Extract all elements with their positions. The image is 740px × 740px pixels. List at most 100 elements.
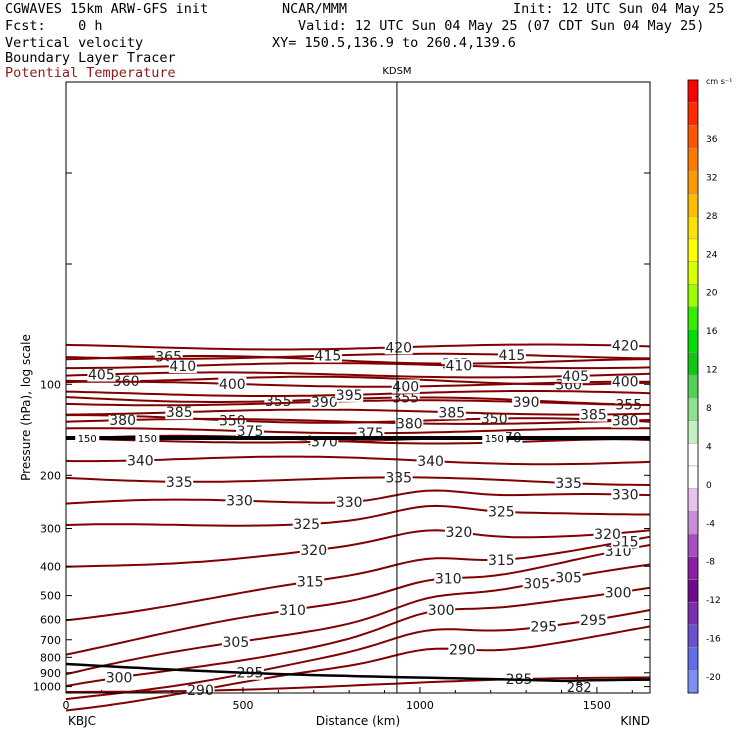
model-title: CGWAVES 15km ARW-GFS init: [5, 1, 209, 17]
colorbar-tick-label: 32: [706, 173, 717, 183]
isentrope-label-380: 380: [109, 413, 136, 429]
isentrope-label-bg: [554, 570, 583, 585]
isentrope-label-bg: [480, 411, 509, 426]
right-endpoint-label: KIND: [620, 714, 650, 728]
y-tick-label: 800: [40, 651, 61, 664]
colorbar-swatch: [687, 601, 699, 626]
isentrope-label-310: 310: [279, 603, 306, 619]
isentrope-label-305: 305: [555, 570, 582, 586]
colorbar-tick-label: -4: [706, 519, 715, 529]
colorbar-tick-label: 24: [706, 250, 718, 260]
isentrope-305: [65, 563, 651, 676]
colorbar-swatch: [687, 352, 699, 376]
valid-time: Valid: 12 UTC Sun 04 May 25 (07 CDT Sun …: [298, 18, 705, 34]
y-tick-label: 200: [40, 469, 61, 482]
isentrope-label-385: 385: [580, 408, 607, 424]
isentrope-label-295: 295: [530, 620, 557, 636]
isentrope-label-bg: [604, 585, 633, 600]
colorbar-swatch: [687, 647, 699, 671]
colorbar-unit: cm s⁻¹: [706, 77, 732, 86]
colorbar-tick-label: 28: [706, 212, 718, 222]
isentrope-label-bg: [427, 603, 456, 618]
colorbar-swatch: [687, 488, 699, 512]
isentrope-label-bg: [487, 552, 516, 567]
tracer-label-bg: [75, 432, 100, 444]
isentrope-360: [65, 375, 651, 386]
isentrope-label-395: 395: [336, 388, 363, 404]
isentrope-label-325: 325: [488, 505, 515, 521]
colorbar-swatch: [687, 420, 699, 444]
x-tick-label: 500: [232, 699, 253, 712]
colorbar-swatch: [687, 284, 699, 308]
cross-section-coords: XY= 150.5,136.9 to 260.4,139.6: [272, 35, 516, 51]
isentrope-label-bg: [554, 476, 583, 491]
isentrope-label-bg: [165, 405, 194, 420]
isentrope-385: [65, 408, 651, 416]
isentrope-label-bg: [437, 405, 466, 420]
tracer-label-bg: [135, 432, 160, 444]
isentrope-label-bg: [522, 576, 551, 591]
isentrope-label-380: 380: [396, 416, 423, 432]
colorbar-swatch: [687, 397, 699, 421]
isentrope-label-340: 340: [127, 453, 154, 469]
isentrope-label-bg: [126, 453, 155, 468]
x-tick-label: 1500: [583, 699, 611, 712]
isentrope-label-400: 400: [612, 375, 639, 391]
isentrope-405: [65, 371, 651, 379]
isentrope-label-bg: [278, 602, 307, 617]
isentrope-label-415: 415: [499, 348, 526, 364]
isentrope-label-bg: [384, 340, 413, 355]
isentrope-label-330: 330: [226, 494, 253, 510]
isentrope-label-bg: [529, 619, 558, 634]
colorbar-swatch: [687, 306, 699, 330]
isentrope-label-405: 405: [562, 369, 589, 385]
field-vertical-velocity: Vertical velocity: [5, 35, 144, 51]
colorbar-tick-label: 8: [706, 404, 712, 414]
isentrope-label-bg: [448, 642, 477, 657]
extra-label: L: [576, 674, 584, 689]
field-potential-temperature: Potential Temperature: [5, 65, 176, 81]
isentrope-label-bg: [416, 454, 445, 469]
x-tick-label: 1000: [406, 699, 434, 712]
colorbar-swatch: [687, 329, 699, 353]
isentrope-415: [65, 352, 651, 360]
isentrope-label-bg: [444, 358, 473, 373]
isentrope-340: [65, 455, 651, 466]
isentrope-315: [65, 535, 651, 622]
isentrope-380: [65, 417, 651, 425]
isentrope-label-bg: [165, 474, 194, 489]
isentrope-label-300: 300: [428, 603, 455, 619]
colorbar-swatch: [687, 193, 699, 217]
y-tick-label: 900: [40, 667, 61, 680]
isentrope-420: [65, 343, 651, 351]
isentrope-label-bg: [292, 517, 321, 532]
isentrope-label-bg: [313, 348, 342, 363]
colorbar-swatch: [687, 170, 699, 194]
isentrope-label-bg: [395, 416, 424, 431]
isentrope-label-bg: [611, 374, 640, 389]
isentrope-label-bg: [218, 376, 247, 391]
isentrope-label-410: 410: [446, 359, 473, 375]
isentrope-label-bg: [264, 394, 293, 409]
colorbar-swatch: [687, 465, 699, 489]
isentrope-label-410: 410: [169, 359, 196, 375]
isentrope-label-bg: [593, 526, 622, 541]
colorbar-swatch: [687, 556, 699, 580]
colorbar-tick-label: -16: [706, 635, 721, 645]
tracer-label: 150: [78, 434, 97, 445]
colorbar-frame: [687, 79, 699, 694]
colorbar-tick-label: 16: [706, 327, 718, 337]
isentrope-label-420: 420: [385, 340, 412, 356]
axes-layer: 0 500 1000 15001002003004005006007008009001…: [19, 172, 650, 728]
y-tick-label: 500: [40, 590, 61, 603]
extra-label: 282: [567, 681, 592, 696]
isentrope-label-bg: [299, 543, 328, 558]
station-label: KDSM: [382, 66, 411, 77]
isentrope-label-320: 320: [446, 525, 473, 541]
y-tick-label: 1000: [33, 681, 61, 694]
isentrope-label-305: 305: [223, 635, 250, 651]
colorbar-tick-label: 0: [706, 481, 712, 491]
colorbar-swatch: [687, 238, 699, 262]
colorbar-tick-label: 4: [706, 442, 712, 452]
